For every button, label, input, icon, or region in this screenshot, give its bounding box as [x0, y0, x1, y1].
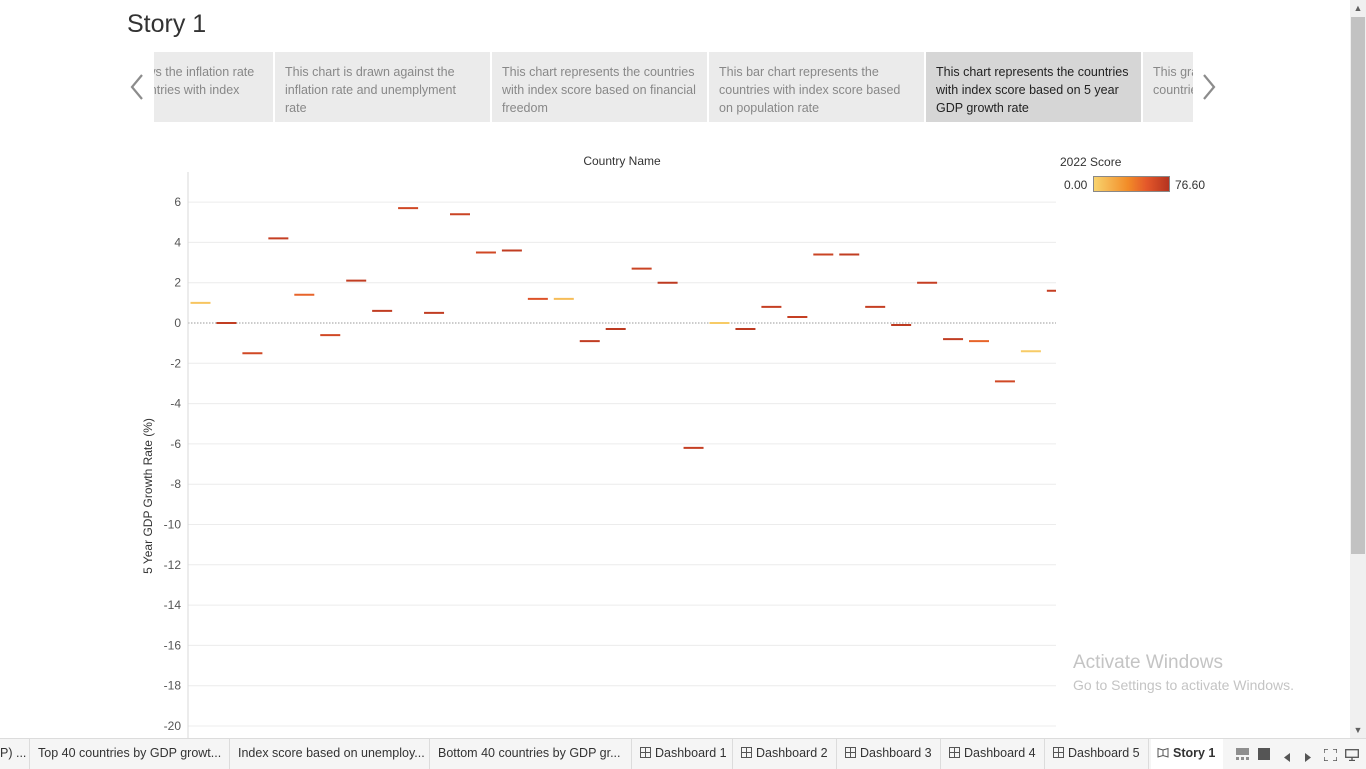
presentation-mode-button[interactable] — [1345, 748, 1359, 766]
y-tick-label: -6 — [170, 437, 181, 451]
y-tick-label: 6 — [174, 195, 181, 209]
tab-dashboard-5[interactable]: Dashboard 5 — [1047, 739, 1149, 769]
tab-label: Top 40 countries by GDP growt... — [38, 746, 222, 760]
next-sheet-icon — [1305, 753, 1311, 762]
story-title: Story 1 — [127, 10, 207, 38]
filmstrip-view-icon — [1236, 748, 1249, 760]
legend-min-label: 0.00 — [1064, 178, 1088, 192]
chevron-left-icon — [130, 74, 143, 100]
y-tick-label: 2 — [174, 276, 181, 290]
y-tick-label: -8 — [170, 477, 181, 491]
y-tick-label: -14 — [164, 598, 182, 612]
tab-label: Dashboard 5 — [1068, 746, 1140, 760]
next-sheet-button[interactable] — [1304, 749, 1312, 767]
dashboard-icon — [741, 747, 752, 759]
y-tick-label: 0 — [174, 316, 181, 330]
y-tick-label: -16 — [164, 638, 182, 652]
y-tick-label: -10 — [164, 518, 182, 532]
previous-sheet-button[interactable] — [1283, 749, 1291, 767]
previous-story-point-button[interactable] — [125, 70, 147, 104]
next-story-point-button[interactable] — [1199, 70, 1221, 104]
tab-label: Bottom 40 countries by GDP gr... — [438, 746, 621, 760]
sheet-tab-bar: P) ... Top 40 countries by GDP growt... … — [0, 738, 1366, 769]
y-tick-label: -12 — [164, 558, 182, 572]
scrollbar-thumb[interactable] — [1351, 17, 1365, 554]
y-tick-label: 4 — [174, 235, 181, 249]
dashboard-icon — [845, 747, 856, 759]
y-axis-ticks: 6 4 2 0 -2 -4 -6 -8 -10 -12 -14 -16 -18 -20 — [164, 195, 182, 733]
tab-label: P) ... — [0, 746, 27, 760]
activate-windows-title: Activate Windows — [1073, 652, 1223, 673]
column-header: Country Name — [583, 154, 661, 168]
story-point-navigator: This chart shows the inflation rate in d… — [154, 52, 1193, 122]
legend-max-label: 76.60 — [1175, 178, 1206, 192]
y-tick-label: -4 — [170, 397, 181, 411]
story-point-5[interactable]: This chart represents the countries with… — [926, 52, 1141, 122]
tabs-view-icon — [1258, 748, 1270, 760]
tab-dashboard-2[interactable]: Dashboard 2 — [735, 739, 837, 769]
tab-label: Dashboard 3 — [860, 746, 932, 760]
legend-title: 2022 Score — [1060, 155, 1122, 169]
tab-sheet-1[interactable]: P) ... — [0, 739, 30, 769]
tab-dashboard-3[interactable]: Dashboard 3 — [839, 739, 941, 769]
story-point-4[interactable]: This bar chart represents the countries … — [709, 52, 924, 122]
y-tick-label: -18 — [164, 679, 182, 693]
tab-label: Dashboard 4 — [964, 746, 1036, 760]
fullscreen-icon — [1323, 748, 1338, 762]
chevron-right-icon — [1203, 74, 1216, 100]
scroll-up-arrow-icon[interactable]: ▲ — [1353, 3, 1363, 13]
chart-marks — [190, 207, 1056, 449]
tab-label: Story 1 — [1173, 746, 1216, 760]
scroll-down-arrow-icon[interactable]: ▼ — [1353, 725, 1363, 735]
presentation-icon — [1345, 749, 1359, 762]
tab-label: Dashboard 2 — [756, 746, 828, 760]
tab-index-unemployment[interactable]: Index score based on unemploy... — [232, 739, 430, 769]
tab-dashboard-1[interactable]: Dashboard 1 — [634, 739, 733, 769]
dashboard-icon — [1053, 747, 1064, 759]
tab-label: Dashboard 1 — [655, 746, 727, 760]
fullscreen-button[interactable] — [1323, 748, 1338, 766]
activate-windows-subtitle: Go to Settings to activate Windows. — [1073, 677, 1294, 693]
previous-sheet-icon — [1284, 753, 1290, 762]
tab-story-1[interactable]: Story 1 — [1151, 739, 1223, 769]
dashboard-icon — [949, 747, 960, 759]
story-icon — [1157, 748, 1169, 758]
story-point-2[interactable]: This chart is drawn against the inflatio… — [275, 52, 490, 122]
tab-bottom-40-gdp[interactable]: Bottom 40 countries by GDP gr... — [432, 739, 632, 769]
story-point-1[interactable]: This chart shows the inflation rate in d… — [154, 52, 273, 122]
gridlines — [188, 201, 1056, 727]
y-tick-label: -2 — [170, 356, 181, 370]
dashboard-icon — [640, 747, 651, 759]
y-tick-label: -20 — [164, 719, 182, 733]
color-legend-gradient — [1093, 176, 1170, 192]
tab-top-40-gdp[interactable]: Top 40 countries by GDP growt... — [32, 739, 230, 769]
filmstrip-view-button[interactable] — [1236, 747, 1249, 765]
tab-label: Index score based on unemploy... — [238, 746, 425, 760]
story-point-3[interactable]: This chart represents the countries with… — [492, 52, 707, 122]
gdp-growth-chart: 6 4 2 0 -2 -4 -6 -8 -10 -12 -14 -16 -18 -20 — [164, 172, 1056, 738]
story-point-6[interactable]: This graph represents the countries — [1143, 52, 1193, 122]
tabs-view-button[interactable] — [1258, 747, 1270, 765]
tab-dashboard-4[interactable]: Dashboard 4 — [943, 739, 1045, 769]
